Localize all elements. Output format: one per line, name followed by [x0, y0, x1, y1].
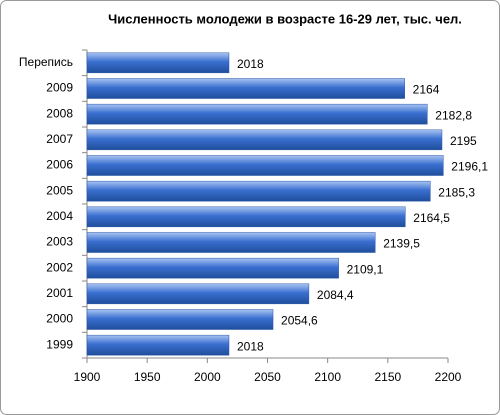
x-tick-label: 2100 [314, 370, 341, 384]
value-label: 2018 [237, 339, 264, 353]
bar [86, 283, 310, 305]
y-tick-label: 2008 [46, 106, 73, 120]
bar [86, 180, 431, 202]
value-label: 2054,6 [281, 314, 318, 328]
x-tick-label: 2050 [254, 370, 281, 384]
y-tick-label: 2000 [46, 312, 73, 326]
bar [86, 155, 444, 176]
x-tick-label: 1900 [74, 370, 101, 384]
bar [86, 257, 339, 279]
bar [86, 334, 230, 356]
y-tick-label: 1999 [46, 337, 73, 351]
value-label: 2196,1 [451, 160, 488, 174]
y-tick-label: 2001 [46, 286, 73, 300]
bar [86, 129, 443, 151]
value-label: 2195 [450, 134, 477, 148]
bar [86, 103, 428, 125]
y-tick-label: 2003 [46, 235, 73, 249]
y-tick-label: 2007 [46, 132, 73, 146]
bar [86, 52, 230, 74]
y-tick-label: 2002 [46, 260, 73, 274]
value-label: 2018 [237, 57, 264, 71]
x-tick-label: 2000 [194, 370, 221, 384]
y-tick-label: 2009 [46, 81, 73, 95]
x-tick-label: 2200 [435, 370, 462, 384]
value-label: 2182,8 [435, 108, 472, 122]
bar [86, 78, 405, 99]
value-label: 2084,4 [317, 288, 354, 302]
value-label: 2185,3 [438, 185, 475, 199]
value-label: 2164 [413, 83, 440, 97]
y-tick-label: Перепись [19, 55, 73, 69]
chart-title: Численность молодежи в возрасте 16-29 ле… [108, 11, 462, 26]
bar [86, 232, 376, 253]
bar [86, 309, 274, 330]
value-label: 2109,1 [347, 262, 384, 276]
y-tick-label: 2005 [46, 183, 73, 197]
x-tick-label: 1950 [134, 370, 161, 384]
bar [86, 206, 406, 228]
value-label: 2164,5 [413, 211, 450, 225]
y-tick-label: 2006 [46, 158, 73, 172]
x-tick-label: 2150 [374, 370, 401, 384]
value-label: 2139,5 [383, 237, 420, 251]
y-tick-label: 2004 [46, 209, 73, 223]
